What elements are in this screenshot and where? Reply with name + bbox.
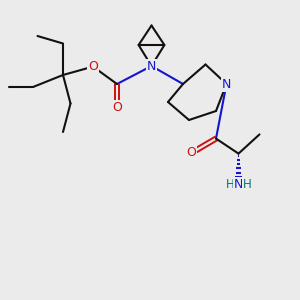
- Text: O: O: [88, 60, 98, 73]
- Text: N: N: [147, 59, 156, 73]
- Text: H: H: [242, 178, 251, 191]
- Text: O: O: [112, 101, 122, 114]
- Text: N: N: [222, 77, 231, 91]
- Text: H: H: [226, 178, 235, 191]
- Text: O: O: [187, 146, 196, 160]
- Text: N: N: [234, 178, 243, 191]
